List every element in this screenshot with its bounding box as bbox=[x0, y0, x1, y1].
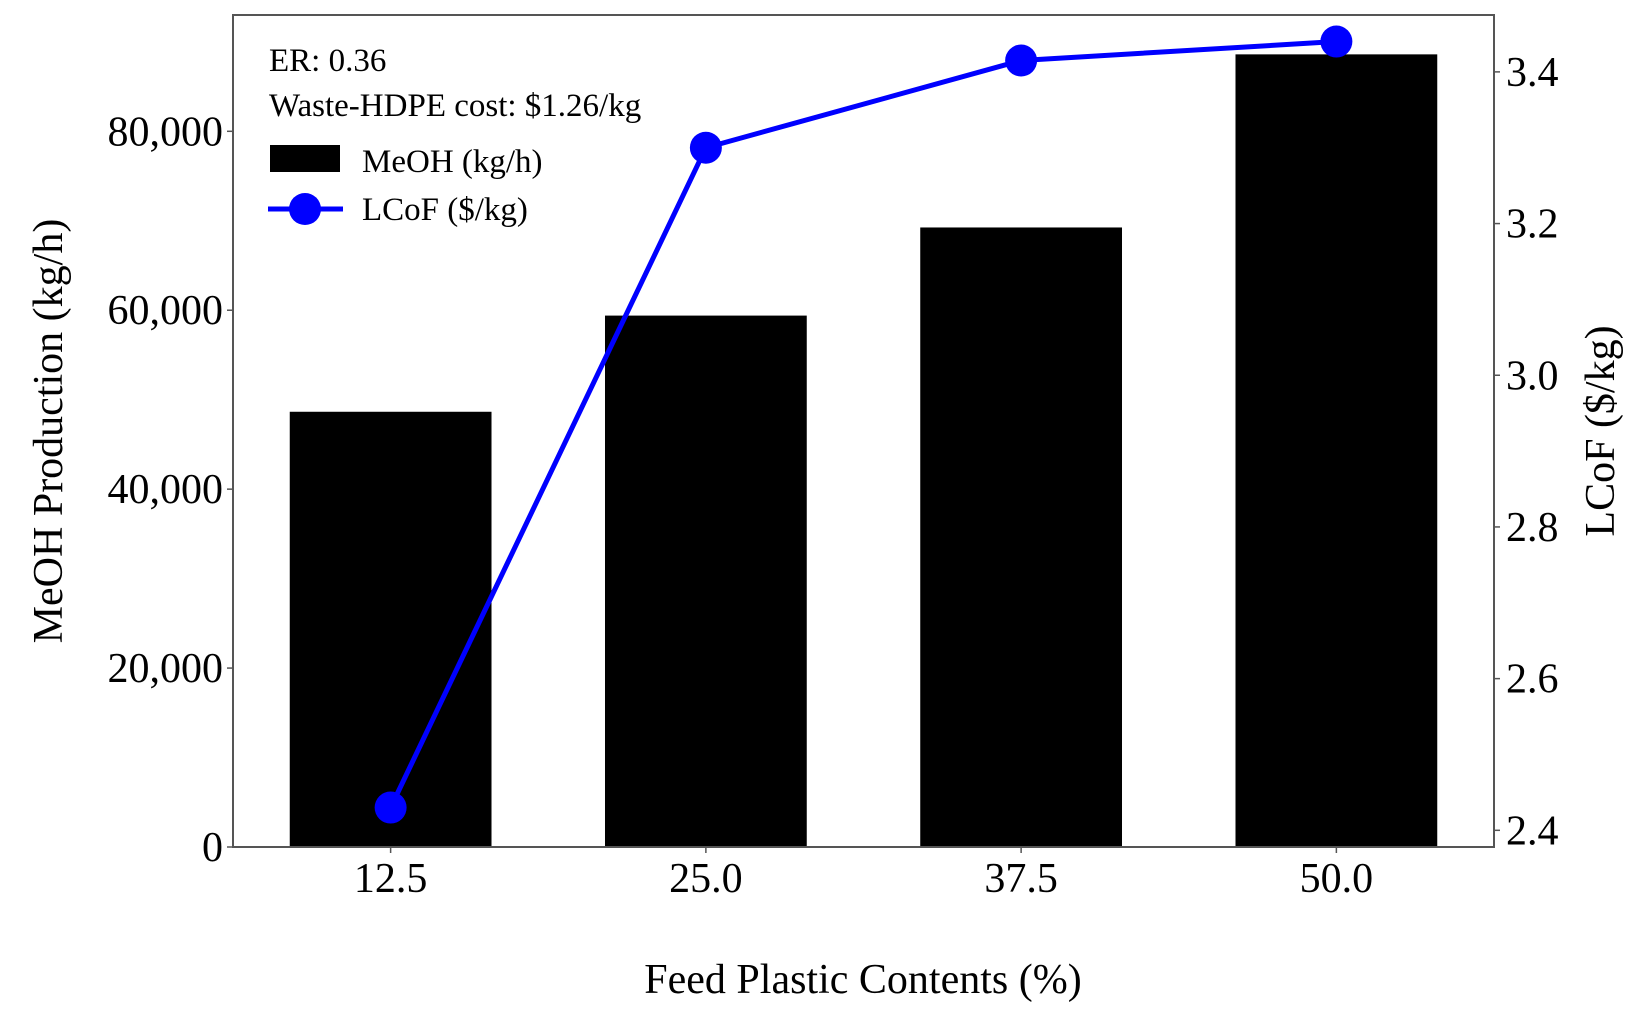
line-series bbox=[374, 25, 1353, 824]
lcof-point-25.0 bbox=[689, 131, 722, 164]
bar-series bbox=[289, 54, 1438, 848]
y-right-tick-label: 2.8 bbox=[1506, 505, 1559, 551]
bar-37.5 bbox=[920, 227, 1123, 847]
y-left-tick-label: 80,000 bbox=[108, 109, 224, 155]
plot-frame bbox=[232, 14, 1495, 848]
y-right-tick-label: 2.6 bbox=[1506, 657, 1559, 703]
legend-marker-swatch bbox=[289, 193, 321, 225]
y-left-tick-label: 0 bbox=[202, 825, 223, 871]
y-left-tick-label: 60,000 bbox=[108, 288, 224, 334]
legend-bar-swatch bbox=[270, 145, 340, 172]
lcof-point-37.5 bbox=[1005, 44, 1038, 77]
x-tick-label: 25.0 bbox=[669, 856, 743, 902]
lcof-point-12.5 bbox=[374, 791, 407, 824]
y-left-tick-label: 40,000 bbox=[108, 467, 224, 513]
y-right-tick-label: 3.0 bbox=[1506, 353, 1559, 399]
x-axis-label: Feed Plastic Contents (%) bbox=[644, 957, 1081, 1003]
y-axis-left-label: MeOH Production (kg/h) bbox=[26, 219, 72, 644]
x-tick-label: 50.0 bbox=[1300, 856, 1374, 902]
x-axis: 12.5 25.0 37.5 50.0 bbox=[354, 847, 1373, 902]
y-right-tick-label: 3.2 bbox=[1506, 202, 1559, 248]
y-right-tick-label: 3.4 bbox=[1506, 50, 1559, 96]
x-tick-label: 37.5 bbox=[984, 856, 1058, 902]
bar-12.5 bbox=[289, 411, 492, 847]
lcof-line bbox=[388, 39, 1337, 809]
bar-50.0 bbox=[1235, 54, 1438, 847]
x-tick-label: 12.5 bbox=[354, 856, 428, 902]
y-axis-right: 2.4 2.6 2.8 3.0 3.2 3.4 bbox=[1494, 50, 1559, 854]
bar-25.0 bbox=[604, 315, 807, 848]
y-left-tick-label: 20,000 bbox=[108, 646, 224, 692]
legend-label-lcof: LCoF ($/kg) bbox=[362, 192, 528, 228]
lcof-point-50.0 bbox=[1320, 25, 1353, 58]
legend: MeOH (kg/h) LCoF ($/kg) bbox=[268, 144, 543, 228]
annotation-hdpe-cost: Waste-HDPE cost: $1.26/kg bbox=[269, 88, 641, 124]
legend-label-meoh: MeOH (kg/h) bbox=[362, 144, 543, 180]
y-axis-left: 0 20,000 40,000 60,000 80,000 bbox=[108, 109, 233, 871]
annotation-er: ER: 0.36 bbox=[269, 43, 386, 79]
y-axis-right-label: LCoF ($/kg) bbox=[1578, 325, 1624, 536]
y-right-tick-label: 2.4 bbox=[1506, 808, 1559, 854]
